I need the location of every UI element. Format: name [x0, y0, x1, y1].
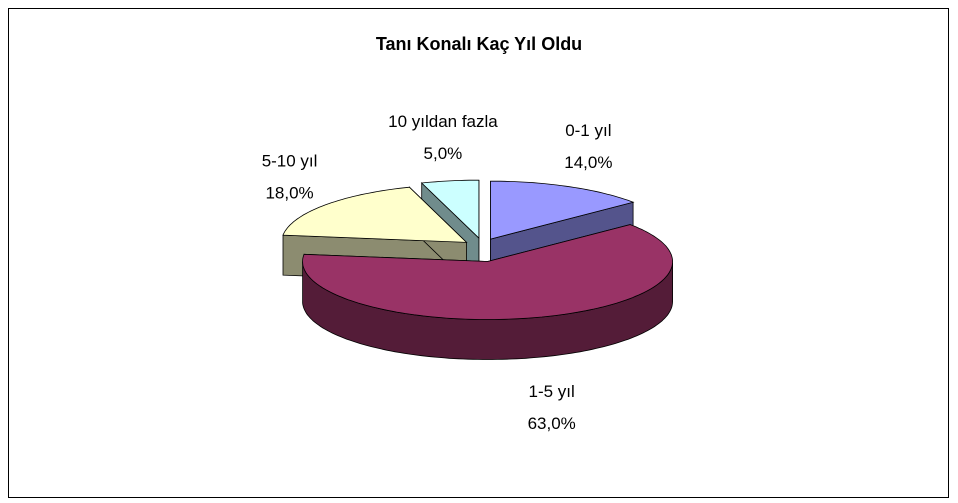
value-label: 14,0% — [564, 153, 612, 172]
category-label: 0-1 yıl — [565, 121, 611, 140]
slice-top — [490, 180, 635, 240]
value-label: 18,0% — [265, 183, 313, 202]
category-label: 10 yıldan fazla — [388, 112, 498, 131]
category-label: 1-5 yıl — [529, 382, 575, 401]
pie-slice — [302, 224, 673, 360]
category-label: 5-10 yıl — [262, 151, 318, 170]
value-label: 63,0% — [528, 414, 576, 433]
slice-top — [420, 179, 480, 240]
value-label: 5,0% — [424, 144, 463, 163]
slice-top — [282, 186, 468, 243]
slice-top — [302, 224, 673, 320]
chart-title: Tanı Konalı Kaç Yıl Oldu — [376, 34, 582, 54]
